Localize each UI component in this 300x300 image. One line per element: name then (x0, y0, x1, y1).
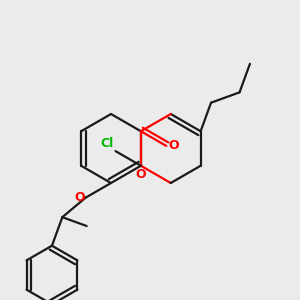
Text: O: O (169, 140, 179, 152)
Text: Cl: Cl (101, 136, 114, 150)
Text: O: O (136, 168, 146, 181)
Text: O: O (74, 191, 85, 204)
